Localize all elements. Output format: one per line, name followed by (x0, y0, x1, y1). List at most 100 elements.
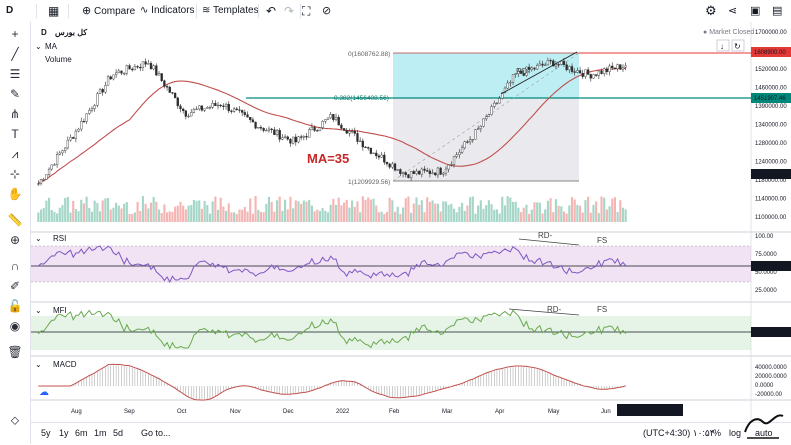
layout-icon[interactable]: ▦ (48, 4, 60, 18)
top-toolbar: D ▦ ⊕ Compare ∿ Indicators ≋ Templates ↶… (0, 0, 791, 23)
volume-bar (206, 205, 209, 222)
candle-body (485, 116, 488, 120)
candle-body (179, 105, 182, 110)
candle-body (377, 155, 381, 158)
time-tick: Apr (495, 409, 504, 415)
volume-bar (624, 209, 627, 222)
undo-icon[interactable]: ↶ (266, 4, 277, 18)
percent-toggle[interactable]: % (713, 428, 722, 438)
volume-bar (93, 200, 96, 222)
volume-bar (251, 213, 254, 222)
candle-body (112, 74, 115, 80)
price-tick: 1460000.00 (755, 86, 787, 92)
crosshair-icon[interactable]: + (11, 27, 19, 41)
templates-icon: ≋ (202, 5, 211, 16)
fullscreen-icon[interactable]: ⛶ (302, 4, 311, 18)
legend-symbol-title[interactable]: کل بورس (55, 28, 87, 38)
lock-drawings-icon[interactable]: ✐ (9, 279, 21, 293)
volume-bar (452, 208, 456, 222)
collapse-toolbar-icon[interactable]: ⬦ (10, 413, 20, 427)
hide-drawings-icon[interactable]: ⊘ (322, 5, 332, 17)
eye-icon[interactable]: ◉ (9, 319, 21, 333)
mfi-title[interactable]: MFI (53, 306, 67, 315)
candle-body (490, 106, 493, 115)
price-tag-top-text: 1608900.00 (754, 50, 786, 56)
brush-icon[interactable]: ✎ (9, 87, 21, 101)
pitchfork-icon[interactable]: ⋔ (9, 107, 21, 121)
volume-bar (305, 201, 308, 222)
goto-button[interactable]: Go to... (141, 428, 171, 438)
volume-bar (176, 205, 179, 222)
settings-icon[interactable]: ⚙ (705, 3, 717, 18)
candle-body (131, 68, 134, 71)
volume-bar (187, 205, 190, 222)
redo-icon[interactable]: ↷ (284, 4, 295, 18)
range-6m[interactable]: 6m (75, 428, 88, 438)
trendline-icon[interactable]: ╱ (11, 47, 19, 61)
share-icon[interactable]: ⋖ (728, 5, 738, 17)
range-1m[interactable]: 1m (94, 428, 107, 438)
log-toggle[interactable]: log (729, 428, 742, 438)
chart-area[interactable]: 0(1608762.88) 0.382(1456408.56) 1(120992… (31, 22, 791, 422)
scroll-down-icon[interactable] (716, 39, 730, 52)
price-candles (37, 57, 627, 186)
rsi-collapse-icon[interactable]: ⌄ (35, 234, 42, 243)
legend-collapse-icon[interactable]: ⌄ (35, 42, 42, 51)
lock-icon[interactable]: 🔓 (7, 299, 23, 313)
horizontal-line-icon[interactable]: ☰ (9, 67, 21, 81)
tradingview-logo-icon[interactable]: ☁ (39, 387, 49, 398)
legend-volume[interactable]: Volume (45, 55, 72, 64)
divergence-trendline[interactable] (500, 51, 578, 95)
symbol-label[interactable]: D (6, 5, 14, 16)
volume-bar (600, 196, 603, 222)
mfi-collapse-icon[interactable]: ⌄ (35, 306, 42, 315)
snapshot-icon[interactable]: ▤ (772, 5, 783, 17)
ruler-icon[interactable]: 📏 (7, 213, 23, 227)
volume-bar (53, 211, 56, 222)
range-5d[interactable]: 5d (113, 428, 124, 438)
timezone-label[interactable]: (UTC+4:30) ۱۰:۵۴ (643, 428, 715, 438)
range-5y[interactable]: 5y (41, 428, 51, 438)
plus-circle-icon: ⊕ (82, 5, 92, 17)
volume-bar (340, 205, 343, 222)
macd-collapse-icon[interactable]: ⌄ (35, 360, 42, 369)
pattern-icon[interactable]: ⩘ (11, 147, 19, 161)
volume-bar (313, 211, 316, 222)
compare-label: Compare (94, 6, 136, 17)
volume-bar (439, 211, 442, 222)
auto-toggle[interactable]: auto (755, 428, 773, 438)
volume-bar (238, 209, 241, 222)
volume-bar (171, 211, 174, 222)
rsi-axis[interactable]: 100.00 75.0000 50.0000 25.0000 (755, 234, 777, 294)
prediction-icon[interactable]: ⊹ (9, 167, 21, 181)
zoom-in-icon[interactable]: ⊕ (9, 233, 21, 247)
templates-button[interactable]: ≋ Templates (202, 4, 259, 18)
volume-bar (56, 213, 59, 222)
candle-body (50, 164, 53, 170)
candle-body (114, 72, 118, 76)
market-status: ● Market Closed (703, 29, 754, 36)
magnet-icon[interactable]: ∩ (10, 259, 20, 273)
save-icon[interactable]: ▣ (750, 5, 761, 17)
legend-symbol-interval[interactable]: D (41, 28, 47, 37)
volume-bar (42, 208, 45, 222)
legend-ma[interactable]: MA (45, 42, 58, 51)
fib-level-1: 1(1209929.56) (348, 179, 390, 186)
macd-axis[interactable]: 40000.0000 20000.0000 0.0000 -20000.00 (755, 365, 787, 398)
candle-body (198, 105, 201, 110)
range-1y[interactable]: 1y (59, 428, 69, 438)
macd-title[interactable]: MACD (53, 360, 77, 369)
indicators-button[interactable]: ∿ Indicators (140, 4, 195, 18)
compare-button[interactable]: ⊕ Compare (82, 4, 135, 18)
rsi-title[interactable]: RSI (53, 234, 66, 243)
reset-chart-icon[interactable] (731, 39, 745, 52)
candle-body (187, 115, 190, 118)
volume-bar (466, 205, 469, 222)
trash-icon[interactable]: 🗑 (7, 345, 23, 359)
emoji-icon[interactable]: ✋ (7, 187, 23, 201)
rsi-tick: 50.0000 (755, 270, 777, 276)
brand-watermark-icon (744, 414, 784, 439)
text-icon[interactable]: T (11, 127, 19, 141)
time-tick: Mar (442, 409, 452, 415)
candle-body (291, 136, 295, 144)
